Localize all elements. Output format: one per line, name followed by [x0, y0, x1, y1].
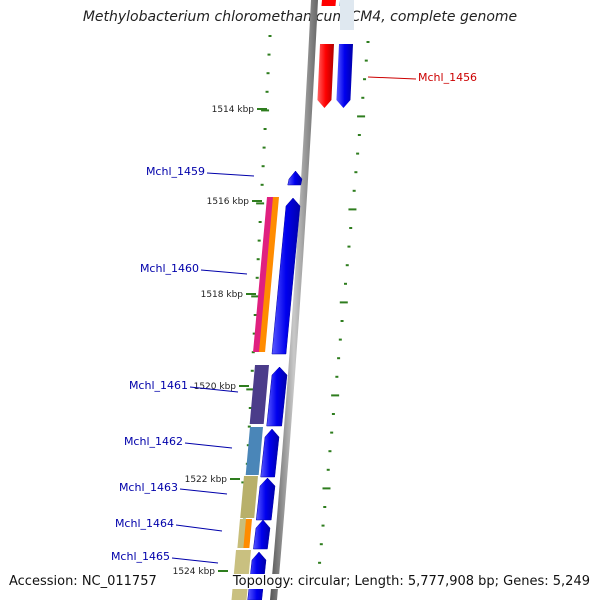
gene-arrow-reverse[interactable] — [336, 44, 353, 108]
tick-label: 1520 kbp — [194, 382, 237, 392]
backbone — [270, 0, 318, 600]
accession-text: Accession: NC_011757 — [7, 574, 159, 589]
genome-summary-text: Topology: circular; Length: 5,777,908 bp… — [230, 574, 592, 589]
gene-label[interactable]: Mchl_1463 — [119, 481, 178, 494]
tick-label: 1522 kbp — [185, 475, 228, 485]
cog-block — [249, 365, 269, 424]
gene-features — [231, 0, 354, 600]
tick-marks — [218, 35, 370, 572]
gene-label[interactable]: Mchl_1460 — [140, 262, 199, 275]
gene-label[interactable]: Mchl_1456 — [418, 71, 477, 84]
gene-arrow-forward[interactable] — [255, 477, 276, 521]
tick-label: 1514 kbp — [212, 105, 255, 115]
leader-line — [189, 386, 239, 393]
gene-arrow-reverse[interactable] — [317, 44, 334, 108]
cog-block — [245, 427, 263, 475]
gene-arrow-forward[interactable] — [253, 519, 271, 550]
cog-block — [321, 0, 336, 6]
leader-line — [367, 76, 417, 80]
cog-block — [253, 197, 274, 352]
labels: 1514 kbp 1516 kbp 1518 kbp 1520 kbp 1522 kbp… — [111, 71, 477, 577]
leader-line — [175, 524, 223, 532]
leader-line — [206, 172, 255, 177]
cog-block — [340, 0, 354, 30]
gene-label[interactable]: Mchl_1464 — [115, 517, 174, 530]
tick-label: 1518 kbp — [201, 290, 244, 300]
tick-label: 1524 kbp — [173, 567, 216, 577]
leader-line — [200, 269, 248, 275]
gene-label[interactable]: Mchl_1459 — [146, 165, 205, 178]
cog-block — [259, 197, 279, 352]
leader-line — [171, 557, 219, 564]
gene-label[interactable]: Mchl_1462 — [124, 435, 183, 448]
gene-arrow-forward[interactable] — [260, 428, 280, 478]
gene-label[interactable]: Mchl_1465 — [111, 550, 170, 563]
gene-arrow-forward[interactable] — [266, 366, 288, 427]
cog-block — [240, 476, 258, 518]
gene-arrow-forward[interactable] — [287, 170, 303, 186]
leader-line — [184, 442, 233, 449]
gene-arrow-forward[interactable] — [271, 197, 301, 355]
gene-label[interactable]: Mchl_1461 — [129, 379, 188, 392]
cog-block — [243, 519, 252, 548]
map-title: Methylobacterium chloromethanicum CM4, c… — [82, 9, 518, 25]
tick-label: 1516 kbp — [207, 197, 250, 207]
leader-line — [179, 488, 228, 495]
